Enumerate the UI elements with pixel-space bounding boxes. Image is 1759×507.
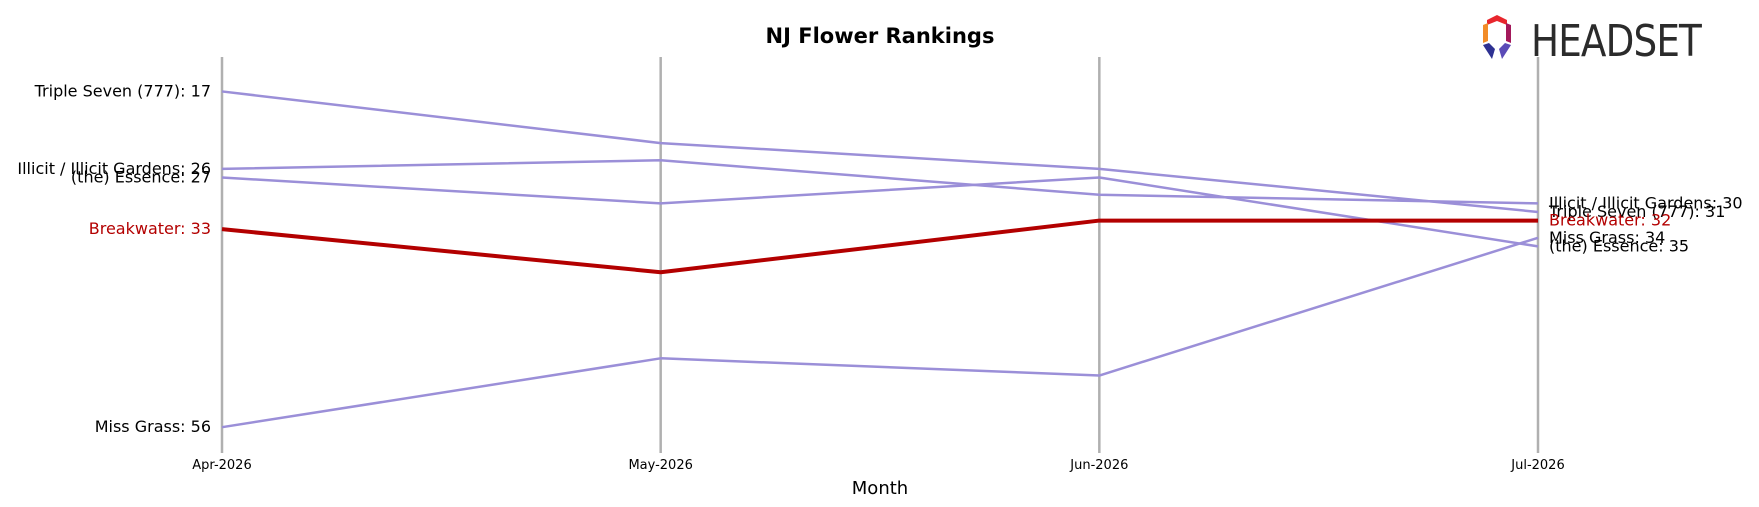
end-label: (the) Essence: 35 <box>1549 236 1689 255</box>
start-label: Breakwater: 33 <box>89 219 211 238</box>
x-tick-label: Jun-2026 <box>1069 458 1128 473</box>
end-label: Breakwater: 32 <box>1549 211 1671 230</box>
end-label: Illicit / Illicit Gardens: 30 <box>1549 193 1743 212</box>
logo-segment-right <box>1506 23 1511 43</box>
start-label: Illicit / Illicit Gardens: 26 <box>17 159 211 178</box>
logo-segment-bottom-right <box>1499 43 1511 59</box>
chart-title: NJ Flower Rankings <box>766 24 995 48</box>
logo-text: HEADSET <box>1531 16 1702 67</box>
x-tick-label: May-2026 <box>628 458 692 473</box>
start-labels: Triple Seven (777): 17 Illicit / Illicit … <box>17 81 211 436</box>
logo-segment-top <box>1487 15 1507 25</box>
series-line-miss-grass <box>221 236 1539 429</box>
series-line-breakwater <box>221 218 1538 275</box>
grid-lines <box>220 57 1540 453</box>
series-line-illicit-illicit-gardens <box>221 159 1539 205</box>
logo-segment-left <box>1483 23 1488 43</box>
x-tick-labels: Apr-2026 May-2026 Jun-2026 Jul-2026 <box>192 458 1564 473</box>
series-line-triple-seven-777 <box>221 90 1539 214</box>
series-lines <box>221 90 1539 429</box>
x-axis-label: Month <box>852 478 908 499</box>
start-label: Miss Grass: 56 <box>95 417 211 436</box>
x-tick-label: Jul-2026 <box>1510 458 1564 473</box>
series-line-the-essence <box>221 176 1539 248</box>
headset-logo: HEADSET <box>1483 15 1703 67</box>
headset-logo-mark <box>1483 15 1511 59</box>
logo-segment-bottom-left <box>1483 43 1495 59</box>
end-label: Miss Grass: 34 <box>1549 228 1665 247</box>
x-tick-label: Apr-2026 <box>192 458 251 473</box>
start-label: Triple Seven (777): 17 <box>34 81 211 100</box>
start-label: (the) Essence: 27 <box>71 168 211 187</box>
end-label: Triple Seven (777): 31 <box>1548 202 1725 221</box>
